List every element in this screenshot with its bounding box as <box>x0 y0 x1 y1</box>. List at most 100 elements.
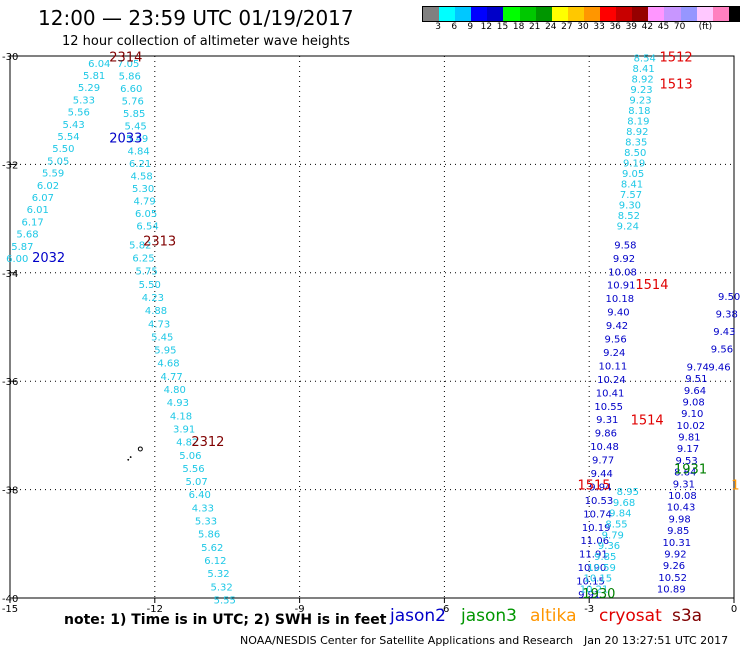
wave-height-value: 8.92 <box>626 127 648 138</box>
wave-height-value: 10.31 <box>663 538 692 549</box>
colorbar-swatch <box>664 7 681 21</box>
wave-height-value: 9.30 <box>619 200 641 211</box>
wave-height-value: 6.25 <box>132 254 154 265</box>
wave-height-value: 9.17 <box>677 444 699 455</box>
wave-height-value: 9.23 <box>630 85 652 96</box>
wave-height-value: 9.85 <box>594 552 616 563</box>
lon-tick-label: -12 <box>147 604 163 615</box>
wave-height-value: 9.10 <box>681 409 703 420</box>
colorbar-swatch <box>648 7 665 21</box>
wave-height-value: 10.89 <box>657 585 686 596</box>
wave-height-value: 6.60 <box>120 84 142 95</box>
wave-height-value: 5.45 <box>125 121 147 132</box>
wave-height-value: 9.53 <box>675 456 697 467</box>
colorbar-swatch <box>535 7 552 21</box>
footer-timestamp: Jan 20 13:27:51 UTC 2017 <box>584 634 729 647</box>
colorbar-swatch <box>600 7 617 21</box>
wave-height-value: 9.79 <box>602 530 624 541</box>
wave-height-value: 5.86 <box>119 71 141 82</box>
wave-height-value: 5.68 <box>16 230 38 241</box>
colorbar-label: 36 <box>609 22 621 32</box>
wave-height-value: 9.86 <box>595 429 617 440</box>
pass-time-label: 2033 <box>109 132 142 147</box>
wave-height-value: 5.06 <box>179 451 201 462</box>
colorbar-swatch <box>455 7 472 21</box>
colorbar-swatch <box>583 7 601 21</box>
wave-height-value: 10.08 <box>608 267 637 278</box>
wave-height-value: 10.11 <box>599 361 628 372</box>
wave-height-value: 4.84 <box>128 146 150 157</box>
lat-tick-label: -34 <box>2 269 18 280</box>
wave-height-value: 6.05 <box>135 209 157 220</box>
wave-height-value: 9.98 <box>669 514 691 525</box>
wave-height-value: 5.76 <box>122 96 144 107</box>
wave-height-value: 10.52 <box>658 573 687 584</box>
lon-tick-label: -9 <box>295 604 305 615</box>
wave-height-value: 9.64 <box>684 386 706 397</box>
wave-height-value: 9.46 <box>708 362 730 373</box>
page-title: 12:00 — 23:59 UTC 01/19/2017 <box>38 6 354 30</box>
colorbar-label: 15 <box>496 22 509 32</box>
footer-note: note: 1) Time is in UTC; 2) SWH is in fe… <box>64 612 387 628</box>
wave-height-value: 5.32 <box>211 582 233 593</box>
wave-height-value: 11.06 <box>580 536 609 547</box>
colorbar-label: 12 <box>480 22 493 32</box>
wave-height-value: 6.00 <box>6 254 28 265</box>
wave-height-value: 9.31 <box>596 415 618 426</box>
pass-time-label: 1513 <box>660 78 693 93</box>
legend-altika: altika <box>530 606 577 626</box>
wave-height-value: 8.35 <box>625 137 647 148</box>
wave-height-value: 10.43 <box>667 503 696 514</box>
colorbar-swatch <box>712 7 729 21</box>
wave-height-value: 8.55 <box>605 520 627 531</box>
legend-jason2: jason2 <box>390 606 446 626</box>
pass-time-label: 2313 <box>143 235 176 250</box>
wave-height-value: 4.73 <box>148 319 170 330</box>
lat-tick-label: -36 <box>2 377 18 388</box>
wave-height-value: 6.54 <box>136 221 158 232</box>
wave-height-value: 9.92 <box>613 254 635 265</box>
wave-height-value: 8.92 <box>631 74 653 85</box>
wave-height-value: 10.24 <box>597 375 626 386</box>
colorbar-swatch <box>680 7 697 21</box>
wave-height-value: 9.44 <box>591 469 613 480</box>
wave-height-value: 9.36 <box>598 541 620 552</box>
wave-height-value: 9.23 <box>629 95 651 106</box>
wave-height-value: 5.75 <box>135 267 157 278</box>
pass-time-label: 2312 <box>191 435 224 450</box>
lon-tick-label: -6 <box>439 604 449 615</box>
wave-height-value: 5.54 <box>57 132 79 143</box>
wave-height-value: 9.92 <box>664 549 686 560</box>
wave-height-value: 9.08 <box>682 397 704 408</box>
wave-height-value: 10.90 <box>578 563 607 574</box>
wave-height-value: 5.55 <box>214 595 236 606</box>
wave-height-value: 10.91 <box>607 281 636 292</box>
wave-height-value: 6.01 <box>27 205 49 216</box>
colorbar-swatch <box>519 7 536 21</box>
colorbar-swatch <box>632 7 649 21</box>
wave-height-value: 4.33 <box>192 503 214 514</box>
pass-time-label: 1514 <box>631 414 664 429</box>
colorbar-label: (ft) <box>698 22 713 32</box>
colorbar-swatch <box>487 7 504 21</box>
wave-height-value: 6.07 <box>32 193 54 204</box>
wave-height-value: 9.58 <box>614 240 636 251</box>
wave-height-value: 8.41 <box>621 179 643 190</box>
legend-jason3: jason3 <box>461 606 517 626</box>
lon-tick-label: -3 <box>584 604 594 615</box>
pass-time-label: 1930 <box>582 587 615 602</box>
wave-height-value: 8.64 <box>674 468 696 479</box>
wave-height-value: 5.45 <box>151 332 173 343</box>
pass-time-label: 1931 <box>674 462 707 477</box>
colorbar-label: 39 <box>625 22 638 32</box>
footer-credit: NOAA/NESDIS Center for Satellite Applica… <box>240 634 574 647</box>
wave-height-value: 3.91 <box>173 424 195 435</box>
wave-height-value: 8.50 <box>624 148 646 159</box>
colorbar-label: 24 <box>545 22 557 32</box>
wave-height-value: 9.51 <box>685 374 707 385</box>
wave-height-value: 9.81 <box>678 433 700 444</box>
wave-height-value: 8.95 <box>617 487 639 498</box>
wave-height-value: 9.31 <box>673 479 695 490</box>
wave-height-value: 5.82 <box>129 240 151 251</box>
